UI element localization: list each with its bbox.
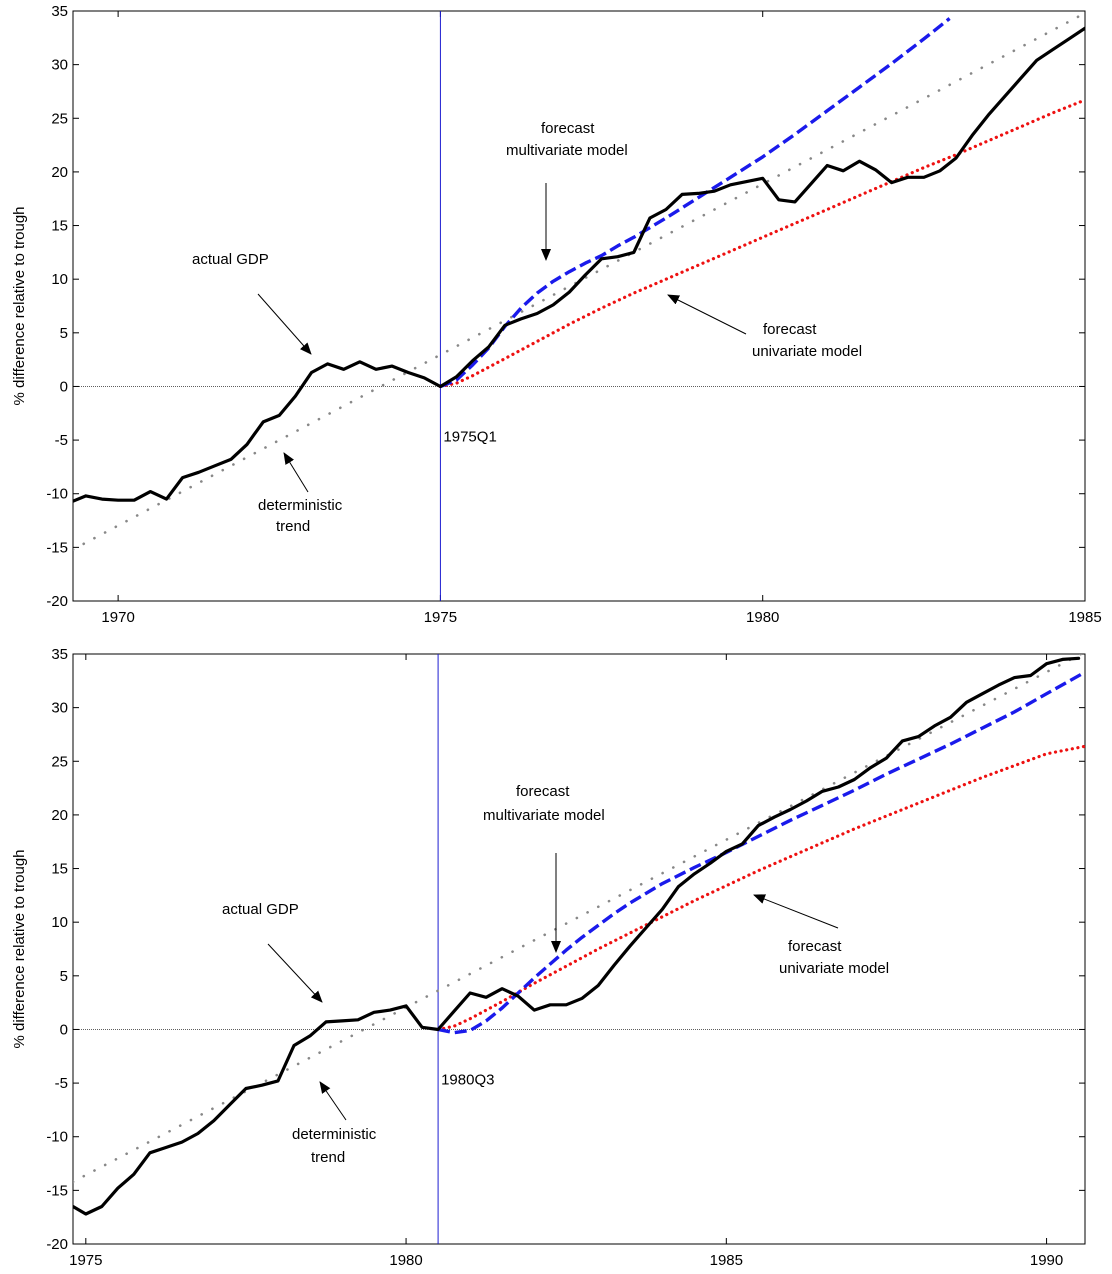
annotation-actual-text: actual GDP bbox=[222, 901, 299, 918]
y-tick-label: 5 bbox=[60, 325, 68, 342]
y-tick-label: 20 bbox=[51, 807, 68, 824]
y-tick-label: -10 bbox=[46, 486, 68, 503]
annotation-multi-text: forecast bbox=[516, 783, 570, 800]
actual-gdp-line bbox=[73, 26, 1085, 503]
y-tick-label: 35 bbox=[51, 3, 68, 20]
annotation-trend-arrow bbox=[283, 452, 309, 493]
x-tick-label: 1980 bbox=[389, 1252, 422, 1269]
annotation-trend-arrow bbox=[319, 1081, 347, 1121]
y-tick-label: 20 bbox=[51, 164, 68, 181]
y-tick-label: 25 bbox=[51, 753, 68, 770]
annotation-trend-text: trend bbox=[276, 518, 310, 535]
univariate-forecast-line bbox=[436, 744, 1085, 1032]
y-axis-label: % difference relative to trough bbox=[11, 206, 28, 405]
annotation-multi-text: forecast bbox=[541, 120, 595, 137]
annotation-uni-arrow bbox=[753, 894, 839, 929]
x-tick-label: 1990 bbox=[1030, 1252, 1063, 1269]
annotation-multi-text: multivariate model bbox=[506, 142, 628, 159]
y-tick-label: -20 bbox=[46, 593, 68, 610]
panel-1980-recovery: -20 -15 -10 -5 0 5 10 15 20 25 30 35 1975 1980 1985 199… bbox=[11, 646, 1086, 1269]
y-tick-label: 5 bbox=[60, 968, 68, 985]
y-tick-label: -5 bbox=[55, 432, 68, 449]
panel-1975-recovery: -20 -15 -10 -5 0 5 10 15 20 25 30 35 1970 1975 1980 198… bbox=[11, 3, 1102, 626]
annotation-actual-arrow bbox=[267, 943, 323, 1003]
y-tick-label: 30 bbox=[51, 700, 68, 717]
annotation-uni-text: forecast bbox=[788, 938, 842, 955]
y-tick-label: 30 bbox=[51, 57, 68, 74]
annotation-uni-text: forecast bbox=[763, 321, 817, 338]
x-tick-label: 1985 bbox=[1068, 609, 1101, 626]
y-tick-label: 0 bbox=[60, 1021, 68, 1038]
y-tick-label: -15 bbox=[46, 1182, 68, 1199]
multivariate-forecast-line bbox=[437, 670, 1085, 1035]
y-tick-label: 0 bbox=[60, 378, 68, 395]
annotation-trend-text: trend bbox=[311, 1149, 345, 1166]
y-tick-label: 25 bbox=[51, 110, 68, 127]
annotation-uni-arrow bbox=[667, 294, 747, 335]
annotation-actual-text: actual GDP bbox=[192, 251, 269, 268]
y-tick-label: 35 bbox=[51, 646, 68, 663]
actual-gdp-line bbox=[73, 656, 1081, 1216]
y-tick-label: -10 bbox=[46, 1129, 68, 1146]
annotation-uni-text: univariate model bbox=[779, 960, 889, 977]
y-tick-label: 15 bbox=[51, 218, 68, 235]
x-tick-label: 1980 bbox=[746, 609, 779, 626]
trough-label: 1980Q3 bbox=[441, 1071, 494, 1088]
trough-label: 1975Q1 bbox=[443, 428, 496, 445]
multivariate-forecast-line bbox=[439, 17, 951, 389]
annotation-uni-text: univariate model bbox=[752, 343, 862, 360]
plot-frame bbox=[72, 10, 1086, 602]
y-tick-label: -15 bbox=[46, 539, 68, 556]
x-tick-label: 1975 bbox=[69, 1252, 102, 1269]
y-axis-label: % difference relative to trough bbox=[11, 849, 28, 1048]
x-tick-label: 1985 bbox=[710, 1252, 743, 1269]
plot-frame bbox=[72, 653, 1086, 1245]
annotation-multi-text: multivariate model bbox=[483, 807, 605, 824]
annotation-trend-text: deterministic bbox=[258, 497, 343, 514]
x-tick-label: 1975 bbox=[424, 609, 457, 626]
y-tick-label: -20 bbox=[46, 1236, 68, 1253]
x-tick-label: 1970 bbox=[101, 609, 134, 626]
y-tick-label: 10 bbox=[51, 271, 68, 288]
annotation-trend-text: deterministic bbox=[292, 1126, 377, 1143]
y-tick-label: -5 bbox=[55, 1075, 68, 1092]
annotation-actual-arrow bbox=[257, 293, 312, 355]
y-tick-label: 10 bbox=[51, 914, 68, 931]
y-tick-label: 15 bbox=[51, 861, 68, 878]
